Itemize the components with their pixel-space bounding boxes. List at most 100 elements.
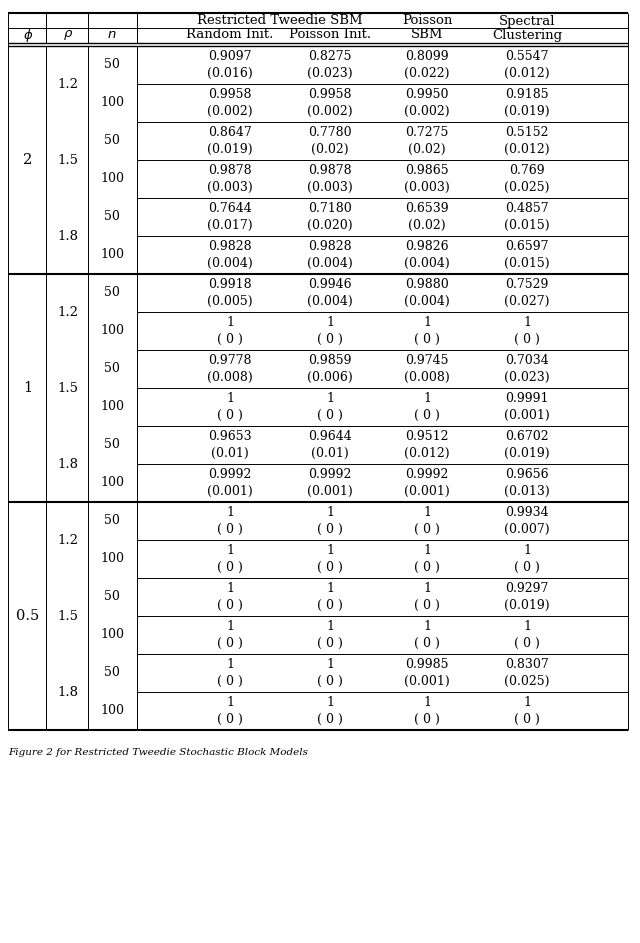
Text: Spectral: Spectral (499, 14, 556, 27)
Text: 0.9778: 0.9778 (208, 355, 252, 368)
Text: 0.9865: 0.9865 (405, 164, 449, 177)
Text: 0.8647: 0.8647 (208, 126, 252, 140)
Text: (0.023): (0.023) (504, 371, 550, 384)
Text: (0.025): (0.025) (504, 674, 550, 687)
Text: SBM: SBM (411, 28, 444, 41)
Text: 0.9946: 0.9946 (308, 278, 352, 291)
Text: ( 0 ): ( 0 ) (217, 713, 243, 725)
Text: 0.9653: 0.9653 (208, 431, 252, 443)
Text: 50: 50 (104, 58, 120, 72)
Text: (0.002): (0.002) (404, 105, 450, 118)
Text: 0.6539: 0.6539 (405, 203, 449, 216)
Text: 0.9991: 0.9991 (505, 392, 548, 405)
Text: 0.9985: 0.9985 (405, 658, 449, 671)
Text: 1: 1 (523, 697, 531, 709)
Text: 0.9950: 0.9950 (405, 89, 449, 102)
Text: (0.015): (0.015) (504, 219, 550, 231)
Text: 100: 100 (100, 324, 124, 338)
Text: ( 0 ): ( 0 ) (317, 713, 343, 725)
Text: ( 0 ): ( 0 ) (414, 408, 440, 422)
Text: ( 0 ): ( 0 ) (317, 560, 343, 573)
Text: 0.9826: 0.9826 (405, 240, 449, 254)
Text: (0.001): (0.001) (504, 408, 550, 422)
Text: 0.6702: 0.6702 (505, 431, 549, 443)
Text: 0.9828: 0.9828 (308, 240, 352, 254)
Text: 1: 1 (226, 697, 234, 709)
Text: 1: 1 (523, 544, 531, 557)
Text: (0.001): (0.001) (404, 674, 450, 687)
Text: Random Init.: Random Init. (186, 28, 274, 41)
Text: 50: 50 (104, 362, 120, 375)
Text: 0.9745: 0.9745 (405, 355, 449, 368)
Text: $\phi$: $\phi$ (23, 26, 33, 43)
Text: 1: 1 (326, 544, 334, 557)
Text: 0.5547: 0.5547 (505, 51, 548, 63)
Text: 0.9918: 0.9918 (208, 278, 252, 291)
Text: (0.002): (0.002) (207, 105, 253, 118)
Text: (0.019): (0.019) (504, 105, 550, 118)
Text: 0.7529: 0.7529 (506, 278, 548, 291)
Text: 1.5: 1.5 (58, 154, 79, 167)
Text: 0.9512: 0.9512 (405, 431, 449, 443)
Text: (0.027): (0.027) (504, 294, 550, 307)
Text: ( 0 ): ( 0 ) (514, 560, 540, 573)
Text: (0.02): (0.02) (311, 142, 349, 156)
Text: 0.9880: 0.9880 (405, 278, 449, 291)
Text: (0.019): (0.019) (207, 142, 253, 156)
Text: 0.769: 0.769 (509, 164, 545, 177)
Text: 100: 100 (100, 401, 124, 413)
Text: 0.5152: 0.5152 (505, 126, 548, 140)
Text: (0.003): (0.003) (404, 180, 450, 193)
Text: $n$: $n$ (108, 28, 116, 41)
Text: ( 0 ): ( 0 ) (217, 522, 243, 536)
Text: ( 0 ): ( 0 ) (217, 637, 243, 650)
Text: 1.5: 1.5 (58, 382, 79, 394)
Text: 1: 1 (226, 544, 234, 557)
Text: (0.020): (0.020) (307, 219, 353, 231)
Text: (0.01): (0.01) (211, 446, 249, 459)
Text: 1: 1 (226, 620, 234, 634)
Text: Clustering: Clustering (492, 28, 562, 41)
Text: ( 0 ): ( 0 ) (414, 522, 440, 536)
Text: (0.006): (0.006) (307, 371, 353, 384)
Text: (0.023): (0.023) (307, 67, 353, 79)
Text: 0.8307: 0.8307 (505, 658, 549, 671)
Text: 100: 100 (100, 704, 124, 718)
Text: 50: 50 (104, 438, 120, 452)
Text: 0.7780: 0.7780 (308, 126, 352, 140)
Text: (0.004): (0.004) (307, 294, 353, 307)
Text: (0.004): (0.004) (307, 256, 353, 270)
Text: ( 0 ): ( 0 ) (317, 522, 343, 536)
Text: 0.9992: 0.9992 (405, 469, 449, 482)
Text: 2: 2 (24, 153, 33, 167)
Text: Figure 2 for Restricted Tweedie Stochastic Block Models: Figure 2 for Restricted Tweedie Stochast… (8, 748, 308, 757)
Text: 1.8: 1.8 (58, 686, 79, 699)
Text: ( 0 ): ( 0 ) (414, 599, 440, 611)
Text: 100: 100 (100, 628, 124, 641)
Text: (0.017): (0.017) (207, 219, 253, 231)
Text: 0.6597: 0.6597 (505, 240, 548, 254)
Text: 1: 1 (226, 658, 234, 671)
Text: (0.012): (0.012) (504, 67, 550, 79)
Text: 1: 1 (326, 506, 334, 520)
Text: 1: 1 (423, 392, 431, 405)
Text: 50: 50 (104, 210, 120, 223)
Text: (0.016): (0.016) (207, 67, 253, 79)
Text: Restricted Tweedie SBM: Restricted Tweedie SBM (197, 14, 363, 27)
Text: 1: 1 (523, 317, 531, 329)
Text: Poisson Init.: Poisson Init. (289, 28, 371, 41)
Text: 0.9656: 0.9656 (505, 469, 549, 482)
Text: 0.9958: 0.9958 (208, 89, 252, 102)
Text: (0.003): (0.003) (207, 180, 253, 193)
Text: ( 0 ): ( 0 ) (317, 599, 343, 611)
Text: 1: 1 (423, 317, 431, 329)
Text: 0.9992: 0.9992 (208, 469, 252, 482)
Text: ( 0 ): ( 0 ) (414, 560, 440, 573)
Text: 0.9992: 0.9992 (308, 469, 352, 482)
Text: 1: 1 (326, 583, 334, 595)
Text: Poisson: Poisson (402, 14, 452, 27)
Text: (0.013): (0.013) (504, 485, 550, 498)
Text: ( 0 ): ( 0 ) (217, 560, 243, 573)
Text: 0.8275: 0.8275 (308, 51, 352, 63)
Text: 0.9828: 0.9828 (208, 240, 252, 254)
